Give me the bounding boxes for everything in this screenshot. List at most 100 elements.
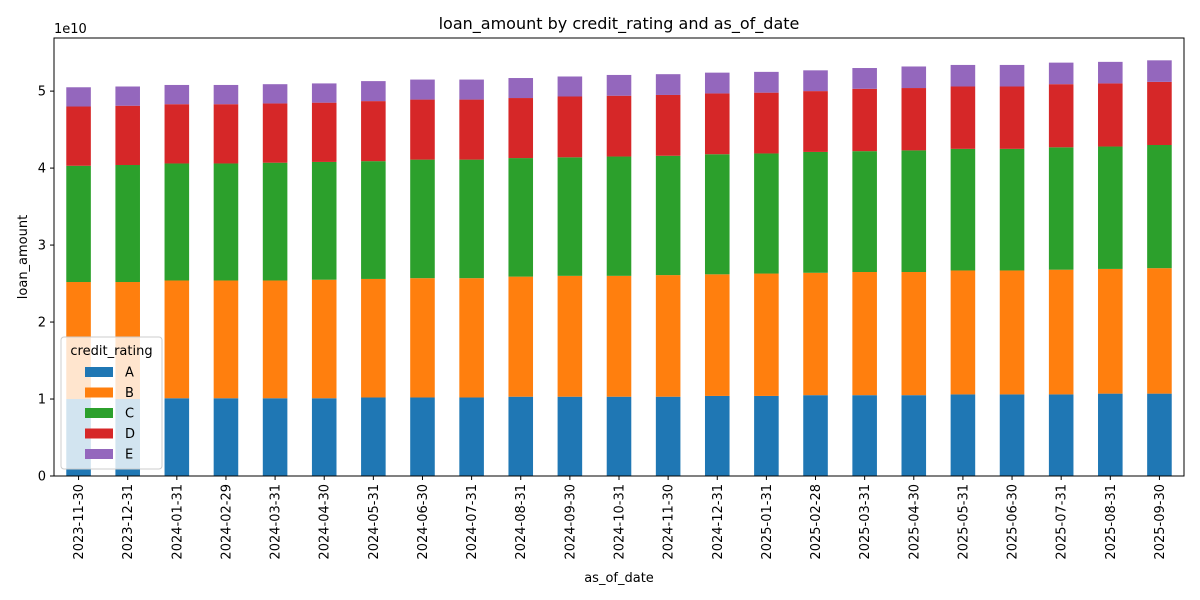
bar-B-2024-12-31 [704,274,730,396]
bars-layer [66,60,1172,476]
bar-E-2025-07-31 [1048,62,1074,85]
x-axis-label: as_of_date [584,571,654,586]
y-tick-label: 4 [38,162,46,177]
bar-A-2025-03-31 [852,395,877,476]
x-tick-label: 2025-01-31 [760,484,775,560]
bar-D-2023-12-31 [115,105,140,166]
bar-E-2025-03-31 [852,68,877,89]
bar-B-2024-06-30 [410,278,435,398]
bar-A-2024-01-31 [164,398,190,476]
bar-B-2025-09-30 [1147,268,1172,394]
bar-C-2024-04-30 [311,161,337,280]
bar-A-2024-03-31 [262,398,288,476]
legend-swatch-D [85,428,113,439]
bar-C-2025-02-28 [803,151,828,273]
bar-A-2024-10-31 [606,396,632,476]
bar-A-2025-05-31 [950,394,976,476]
bar-B-2025-07-31 [1048,269,1074,395]
bar-B-2024-08-31 [508,276,534,397]
bar-A-2025-02-28 [803,395,828,476]
legend-title: credit_rating [70,344,152,359]
bar-D-2024-01-31 [164,104,190,164]
bar-C-2025-06-30 [999,148,1025,271]
x-tick-label: 2024-02-29 [219,484,234,560]
bar-E-2025-06-30 [999,64,1025,87]
bar-D-2024-12-31 [704,93,730,155]
bar-B-2024-07-31 [459,278,484,398]
x-tick-label: 2025-04-30 [907,484,922,560]
bar-A-2024-04-30 [311,398,337,476]
bar-D-2024-09-30 [557,96,583,158]
legend-swatch-B [85,387,113,398]
bar-D-2024-05-31 [361,101,386,162]
bar-C-2025-08-31 [1098,146,1123,269]
legend-label-A: A [125,366,134,381]
bar-D-2025-02-28 [803,91,828,152]
bar-C-2025-01-31 [754,153,779,274]
y-axis-label: loan_amount [16,215,31,299]
x-tick-label: 2025-08-31 [1104,484,1119,560]
chart-title: loan_amount by credit_rating and as_of_d… [439,14,800,34]
bar-E-2024-10-31 [606,74,632,96]
bar-B-2025-04-30 [901,272,927,396]
bar-C-2024-07-31 [459,159,484,279]
bar-E-2025-08-31 [1098,61,1123,84]
bar-A-2025-04-30 [901,395,927,476]
bar-E-2024-12-31 [704,72,730,94]
bar-A-2025-09-30 [1147,393,1172,476]
x-tick-label: 2024-06-30 [416,484,431,560]
bar-D-2023-11-30 [66,106,91,166]
bar-D-2025-08-31 [1098,83,1123,147]
bar-C-2023-11-30 [66,165,91,283]
bar-A-2024-08-31 [508,396,534,476]
x-tick-label: 2023-12-31 [121,484,136,560]
bar-D-2025-06-30 [999,86,1025,149]
bar-D-2024-10-31 [606,95,632,157]
bar-B-2024-10-31 [606,275,632,397]
bar-B-2024-05-31 [361,278,386,398]
bar-D-2025-01-31 [754,92,779,154]
bar-D-2024-03-31 [262,103,288,163]
x-tick-label: 2023-11-30 [72,484,87,560]
bar-A-2024-05-31 [361,397,386,476]
bar-B-2025-02-28 [803,272,828,396]
legend-label-C: C [125,407,134,422]
bar-D-2025-09-30 [1147,81,1172,145]
plot-frame [53,37,1185,477]
bar-E-2023-11-30 [66,87,91,107]
x-axis: 2023-11-30 2023-12-31 2024-01-31 2024-02-29… [72,476,1168,560]
y-axis-offset-text: 1e10 [54,22,87,37]
bar-A-2025-06-30 [999,394,1025,476]
y-axis: 0 1 2 3 4 5 [38,85,54,485]
bar-C-2023-12-31 [115,165,140,283]
bar-E-2024-06-30 [410,79,435,100]
x-tick-label: 2024-07-31 [465,484,480,560]
bar-D-2024-07-31 [459,99,484,160]
legend-swatch-C [85,408,113,418]
bar-B-2025-06-30 [999,270,1025,395]
bar-A-2025-07-31 [1048,394,1074,476]
bar-C-2024-08-31 [508,158,534,277]
bar-B-2024-02-29 [213,280,239,399]
bar-D-2024-04-30 [311,102,337,162]
bar-E-2023-12-31 [115,86,140,106]
x-tick-label: 2025-02-28 [809,484,824,560]
bar-A-2025-01-31 [754,395,779,476]
bar-D-2024-02-29 [213,104,239,164]
x-tick-label: 2025-07-31 [1055,484,1070,560]
bar-E-2025-09-30 [1147,60,1172,82]
bar-A-2024-09-30 [557,396,583,476]
x-tick-label: 2025-05-31 [956,484,971,560]
bar-C-2025-04-30 [901,150,927,273]
legend-swatch-A [85,367,113,377]
bar-A-2024-06-30 [410,397,435,476]
x-tick-label: 2024-08-31 [514,484,529,560]
bar-D-2024-11-30 [655,94,681,156]
bar-C-2024-02-29 [213,163,239,281]
bar-D-2024-06-30 [410,99,435,160]
bar-B-2025-05-31 [950,270,976,395]
bar-B-2025-01-31 [754,273,779,396]
y-tick-label: 0 [38,470,46,485]
bar-E-2025-01-31 [754,71,779,93]
